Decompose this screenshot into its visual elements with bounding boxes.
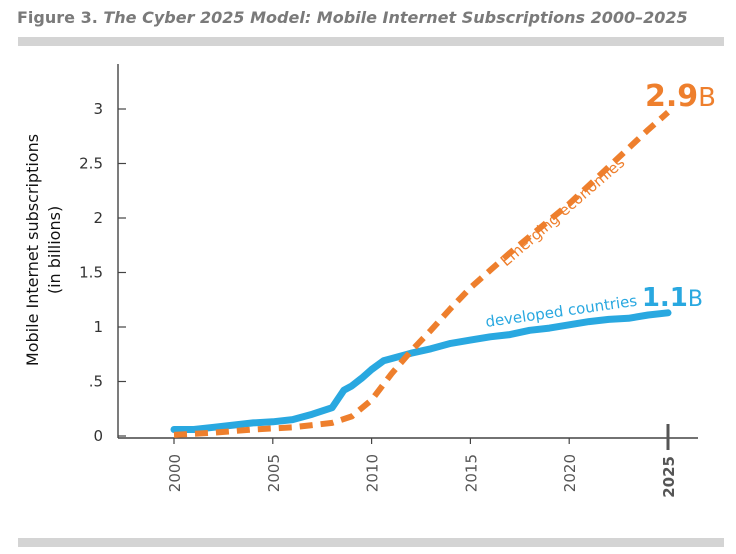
figure-title: Figure 3. The Cyber 2025 Model: Mobile I…: [17, 8, 688, 27]
end-label-developed: 1.1B: [642, 283, 703, 313]
end-value-emerging: 2.9: [645, 79, 698, 114]
y-tick-label: .5: [89, 373, 103, 391]
y-tick-label: 2.5: [79, 155, 103, 173]
x-tick-label: 2015: [462, 454, 480, 492]
series-line-developed: [170, 309, 672, 433]
y-tick-label: 3: [93, 100, 103, 118]
figure-title-text: The Cyber 2025 Model: Mobile Internet Su…: [103, 8, 688, 27]
x-tick-label: 2020: [561, 454, 579, 492]
y-tick-label: 2: [93, 209, 103, 227]
axes: [117, 64, 698, 450]
header-divider-bar: [18, 37, 724, 46]
footer-divider-bar: [18, 538, 724, 547]
x-tick-label: 2010: [364, 454, 382, 492]
end-value-developed: 1.1: [642, 283, 688, 313]
series-label-emerging: Emerging economies: [497, 153, 629, 270]
tick-labels: 0 .5 1 1.5 2 2.5 3 2000 2005 2010 2015 2020 2025: [79, 100, 678, 498]
y-axis-title-line1: Mobile Internet subscriptions: [23, 134, 42, 366]
x-tick-label: 2005: [265, 454, 283, 492]
y-tick-label: 1.5: [79, 264, 103, 282]
end-label-emerging: 2.9B: [645, 79, 716, 114]
y-axis-title-line2: (in billions): [45, 206, 64, 294]
series-line-emerging: [173, 110, 670, 438]
x-tick-label: 2000: [166, 454, 184, 492]
x-tick-label: 2025: [660, 456, 678, 498]
figure-number: Figure 3.: [17, 8, 98, 27]
y-tick-label: 1: [93, 318, 103, 336]
end-unit-developed: B: [688, 287, 703, 312]
series-lines: [170, 110, 672, 438]
end-unit-emerging: B: [698, 83, 716, 113]
y-tick-label: 0: [93, 427, 103, 445]
